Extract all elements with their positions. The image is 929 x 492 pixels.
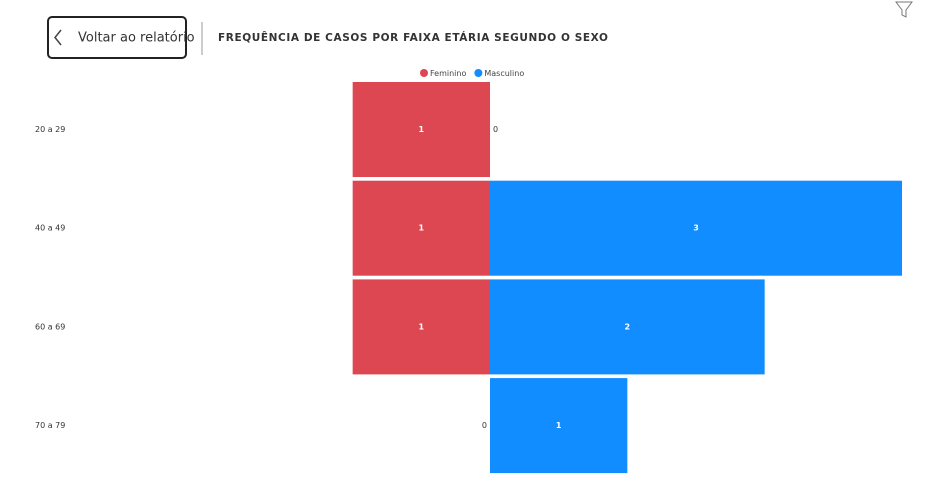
bar	[352, 180, 490, 276]
button-frame[interactable]	[47, 16, 187, 59]
legend-label: Masculino	[484, 69, 524, 78]
bar	[352, 279, 490, 375]
plot: 20 a 29 1 0 40 a 49 1 3 60 a 69 1 2 70 a 79 0 1	[35, 82, 902, 474]
data-label: 0	[493, 125, 498, 134]
back-icon[interactable]	[54, 29, 62, 46]
data-label: 1	[419, 322, 425, 331]
chart-title: FREQUÊNCIA DE CASOS POR FAIXA ETÁRIA SEG…	[218, 31, 609, 44]
bar	[490, 279, 765, 375]
back-button[interactable]: Voltar ao relatório	[47, 16, 195, 59]
legend: Feminino Masculino	[420, 69, 524, 78]
bar	[490, 378, 628, 474]
button-label[interactable]: Voltar ao relatório	[78, 31, 195, 46]
y-tick-label: 40 a 49	[35, 224, 65, 233]
data-label: 1	[419, 224, 425, 233]
y-tick-label: 60 a 69	[35, 322, 65, 331]
data-label: 1	[556, 421, 562, 430]
data-label: 0	[482, 421, 487, 430]
y-tick-label: 20 a 29	[35, 125, 65, 134]
data-label: 1	[419, 125, 425, 134]
data-label: 2	[625, 322, 631, 331]
legend-swatch	[420, 69, 428, 77]
bar	[352, 82, 490, 177]
bar	[490, 180, 902, 276]
y-tick-label: 70 a 79	[35, 421, 65, 430]
data-label: 3	[693, 224, 699, 233]
legend-label: Feminino	[430, 69, 466, 78]
filter-icon[interactable]	[895, 1, 913, 18]
legend-swatch	[474, 69, 483, 77]
